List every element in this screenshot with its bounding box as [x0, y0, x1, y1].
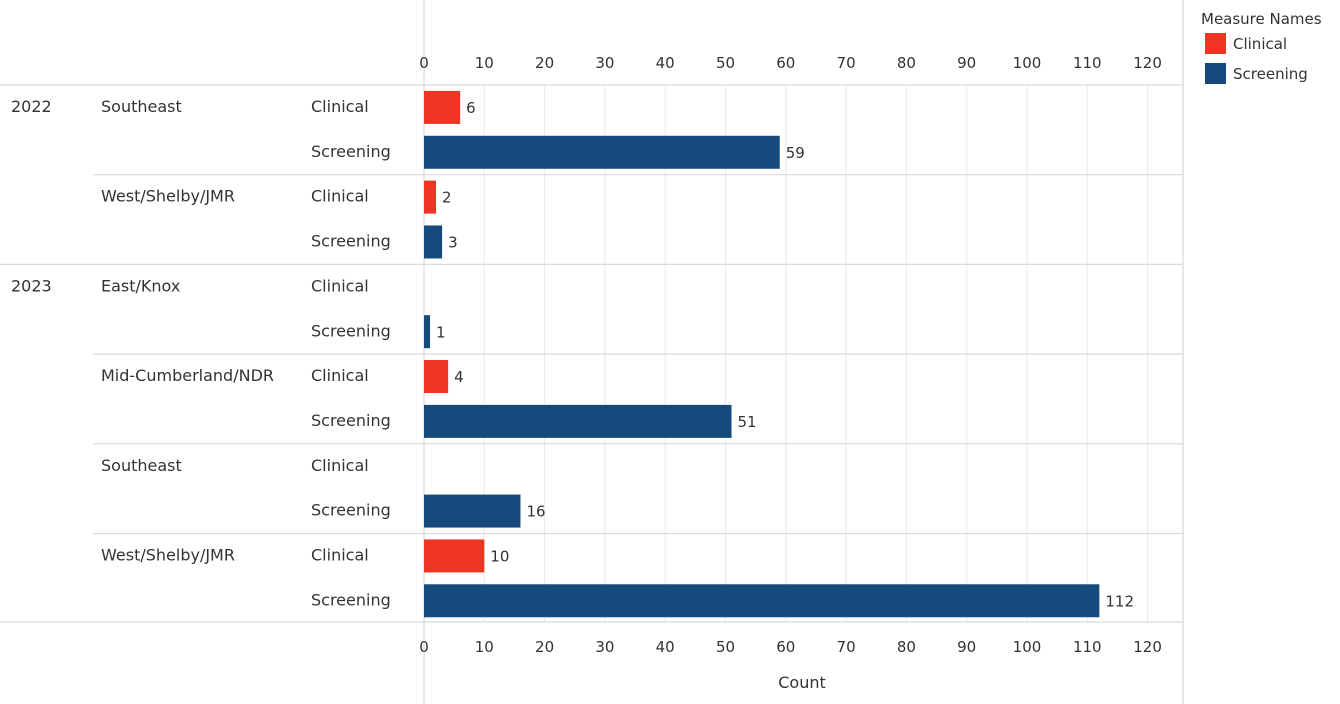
measure-label: Screening [311, 501, 391, 520]
x-tick-label-top: 80 [897, 54, 916, 72]
x-tick-label-top: 110 [1073, 54, 1102, 72]
bar-value-label: 59 [786, 144, 805, 162]
measure-label: Screening [311, 232, 391, 251]
bar-value-label: 51 [738, 413, 757, 431]
screening-bar[interactable] [424, 494, 521, 528]
x-tick-label-bottom: 30 [595, 638, 614, 656]
screening-bar[interactable] [424, 404, 732, 438]
region-label: Southeast [101, 456, 182, 475]
measure-label: Clinical [311, 97, 369, 116]
x-tick-label-bottom: 120 [1133, 638, 1162, 656]
region-label: Mid-Cumberland/NDR [101, 366, 274, 385]
x-tick-label-top: 20 [535, 54, 554, 72]
x-tick-label-top: 100 [1013, 54, 1042, 72]
screening-legend-swatch[interactable] [1205, 63, 1226, 84]
bar-value-label: 112 [1105, 592, 1134, 610]
region-label: West/Shelby/JMR [101, 546, 235, 565]
bar-value-label: 4 [454, 368, 464, 386]
bar-value-label: 6 [466, 99, 476, 117]
clinical-bar[interactable] [424, 90, 461, 124]
x-tick-label-top: 70 [837, 54, 856, 72]
x-tick-label-bottom: 0 [419, 638, 429, 656]
year-label: 2022 [11, 97, 52, 116]
x-tick-label-top: 30 [595, 54, 614, 72]
screening-bar[interactable] [424, 135, 780, 169]
clinical-legend-swatch[interactable] [1205, 33, 1226, 54]
row-headers: 2022 Southeast Clinical Screening West/Shelb… [11, 97, 391, 609]
clinical-legend-label[interactable]: Clinical [1233, 35, 1287, 53]
bar-value-label: 1 [436, 323, 446, 341]
x-tick-label-bottom: 40 [656, 638, 675, 656]
year-label: 2023 [11, 276, 52, 295]
region-label: West/Shelby/JMR [101, 187, 235, 206]
screening-bar[interactable] [424, 315, 431, 349]
x-tick-label-bottom: 10 [475, 638, 494, 656]
screening-bar[interactable] [424, 225, 443, 259]
measure-label: Clinical [311, 366, 369, 385]
bar-value-label: 10 [490, 548, 509, 566]
bars: 6 59 2 3 1 4 51 16 10 112 [424, 90, 1134, 618]
clinical-bar[interactable] [424, 180, 437, 214]
x-tick-label-top: 10 [475, 54, 494, 72]
x-tick-label-bottom: 50 [716, 638, 735, 656]
region-label: Southeast [101, 97, 182, 116]
measure-label: Clinical [311, 546, 369, 565]
measure-label: Screening [311, 142, 391, 161]
x-tick-label-bottom: 100 [1013, 638, 1042, 656]
measure-label: Screening [311, 411, 391, 430]
measure-label: Screening [311, 321, 391, 340]
x-tick-label-bottom: 80 [897, 638, 916, 656]
x-tick-label-bottom: 20 [535, 638, 554, 656]
legend-title: Measure Names [1201, 10, 1322, 28]
measure-label: Clinical [311, 187, 369, 206]
x-tick-label-top: 50 [716, 54, 735, 72]
x-tick-label-top: 60 [776, 54, 795, 72]
region-label: East/Knox [101, 276, 180, 295]
bar-value-label: 2 [442, 189, 452, 207]
measure-label: Screening [311, 590, 391, 609]
x-tick-label-bottom: 90 [957, 638, 976, 656]
bar-value-label: 16 [526, 503, 545, 521]
clinical-bar[interactable] [424, 539, 485, 573]
screening-legend-label[interactable]: Screening [1233, 65, 1308, 83]
measure-label: Clinical [311, 276, 369, 295]
x-tick-label-bottom: 70 [837, 638, 856, 656]
measure-label: Clinical [311, 456, 369, 475]
x-tick-label-top: 120 [1133, 54, 1162, 72]
clinical-bar[interactable] [424, 360, 449, 394]
x-tick-label-top: 90 [957, 54, 976, 72]
screening-bar[interactable] [424, 584, 1100, 618]
x-tick-label-bottom: 60 [776, 638, 795, 656]
bar-value-label: 3 [448, 234, 458, 252]
x-tick-label-top: 40 [656, 54, 675, 72]
x-tick-label-top: 0 [419, 54, 429, 72]
x-tick-label-bottom: 110 [1073, 638, 1102, 656]
x-axis-title: Count [778, 673, 826, 692]
axis: 0 0 10 10 20 20 30 30 40 40 50 50 60 60 70 70 80 80 90 90 10… [419, 54, 1162, 656]
legend[interactable]: Measure Names Clinical Screening [1201, 10, 1322, 84]
